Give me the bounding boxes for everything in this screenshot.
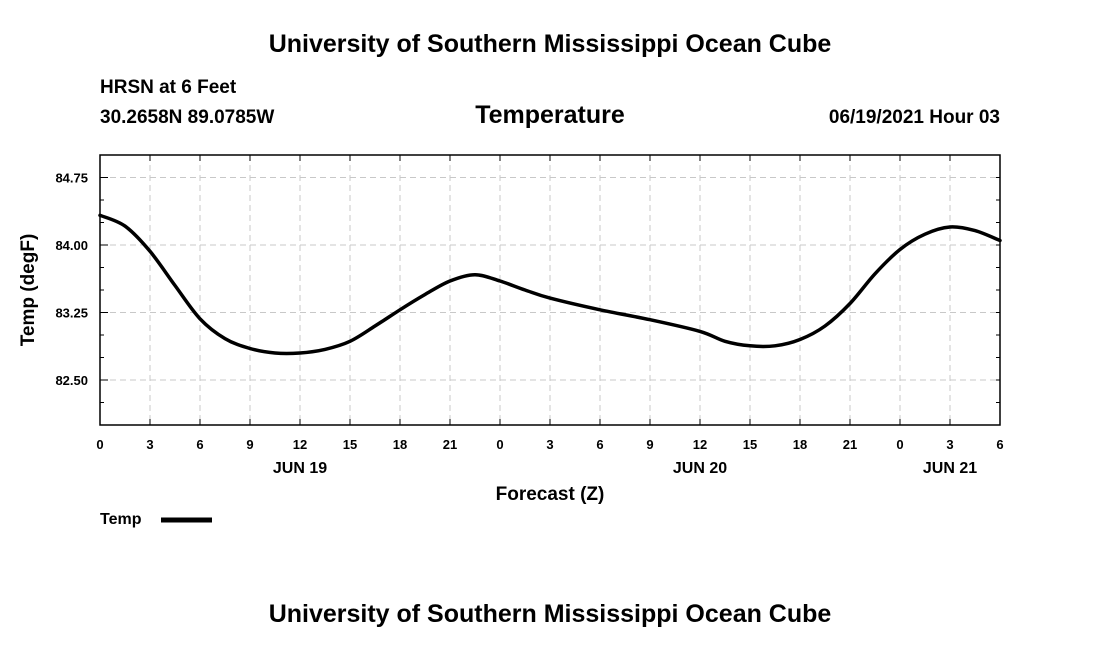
legend: Temp	[100, 511, 212, 528]
x-tick-label: 6	[996, 437, 1003, 452]
date-label: JUN 19	[273, 460, 327, 477]
date-label: JUN 20	[673, 460, 727, 477]
x-tick-label: 3	[946, 437, 953, 452]
bottom-title: University of Southern Mississippi Ocean…	[268, 600, 832, 628]
x-tick-label: 3	[146, 437, 153, 452]
y-tick-label: 84.75	[55, 171, 88, 186]
x-tick-label: 6	[596, 437, 603, 452]
station-label: HRSN at 6 Feet	[100, 77, 237, 98]
grid	[100, 155, 1000, 425]
x-tick-label: 18	[793, 437, 807, 452]
datetime-label: 06/19/2021 Hour 03	[828, 107, 1000, 128]
x-tick-label: 12	[693, 437, 707, 452]
y-axis-ticks: 82.50 83.25 84.00 84.75	[55, 171, 108, 388]
y-tick-label: 84.00	[55, 238, 88, 253]
x-tick-label: 6	[196, 437, 203, 452]
y-axis-label: Temp (degF)	[18, 234, 39, 347]
x-tick-label: 0	[896, 437, 903, 452]
x-tick-label: 18	[393, 437, 407, 452]
x-tick-label: 0	[96, 437, 103, 452]
variable-title: Temperature	[475, 101, 625, 129]
x-tick-label: 3	[546, 437, 553, 452]
x-tick-label: 12	[293, 437, 307, 452]
x-tick-label: 9	[246, 437, 253, 452]
date-label: JUN 21	[923, 460, 977, 477]
series-layer	[98, 213, 1002, 356]
date-labels: JUN 19 JUN 20 JUN 21	[273, 460, 977, 477]
y-tick-label: 83.25	[55, 306, 88, 321]
x-tick-label: 15	[343, 437, 357, 452]
x-tick-label: 15	[743, 437, 757, 452]
series-line-temp	[98, 213, 1002, 356]
x-axis-label: Forecast (Z)	[496, 484, 605, 505]
x-axis-ticks: 0 3 6 9 12 15 18 21 0 3 6 9 12 15 18 21 0 3 6	[96, 155, 1004, 452]
x-tick-label: 0	[496, 437, 503, 452]
top-title: University of Southern Mississippi Ocean…	[268, 30, 832, 58]
x-tick-label: 21	[443, 437, 457, 452]
x-tick-label: 9	[646, 437, 653, 452]
y-tick-label: 82.50	[55, 373, 88, 388]
x-tick-label: 21	[843, 437, 857, 452]
legend-label: Temp	[100, 511, 142, 528]
coordinates-label: 30.2658N 89.0785W	[100, 107, 275, 128]
